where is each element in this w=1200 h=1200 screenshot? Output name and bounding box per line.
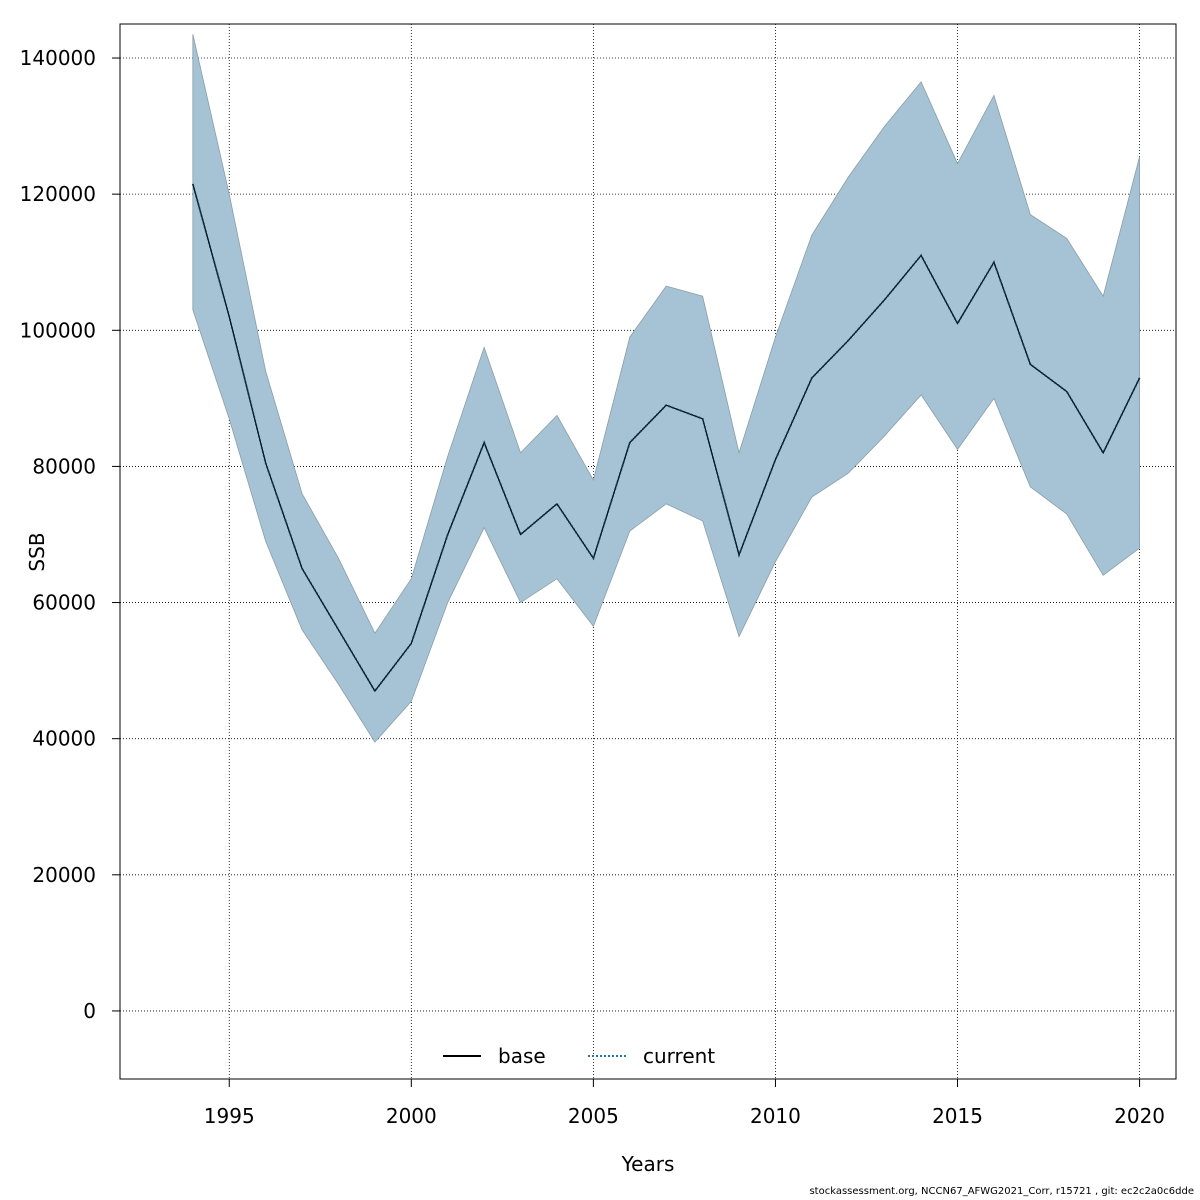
y-tick-label: 80000 <box>32 454 96 478</box>
legend-label-current: current <box>643 1044 715 1068</box>
x-axis-title: Years <box>621 1152 675 1176</box>
y-tick-label: 140000 <box>20 46 96 70</box>
x-tick-label: 1995 <box>204 1104 255 1128</box>
x-tick-label: 2020 <box>1114 1104 1165 1128</box>
y-tick-label: 60000 <box>32 591 96 615</box>
plot-frame <box>119 23 1177 1080</box>
footer-credit: stockassessment.org, NCCN67_AFWG2021_Cor… <box>809 1186 1194 1197</box>
legend-label-base: base <box>498 1044 546 1068</box>
series-layer <box>191 183 1141 693</box>
x-tick-label: 2010 <box>750 1104 801 1128</box>
axes: 1995 2000 2005 2010 2015 2020 0 20000 40000 60000… <box>20 46 1165 1128</box>
y-tick-label: 40000 <box>32 727 96 751</box>
x-tick-label: 2005 <box>568 1104 619 1128</box>
legend: base current <box>443 1044 715 1068</box>
y-tick-label: 20000 <box>32 863 96 887</box>
y-axis-title: SSB <box>25 532 49 571</box>
y-tick-label: 100000 <box>20 318 96 342</box>
confidence-band-layer <box>192 34 1140 743</box>
x-tick-label: 2000 <box>386 1104 437 1128</box>
y-tick-label: 120000 <box>20 182 96 206</box>
x-tick-label: 2015 <box>932 1104 983 1128</box>
series-line-current <box>191 183 1141 693</box>
y-tick-label: 0 <box>83 999 96 1023</box>
confidence-band <box>192 34 1140 743</box>
